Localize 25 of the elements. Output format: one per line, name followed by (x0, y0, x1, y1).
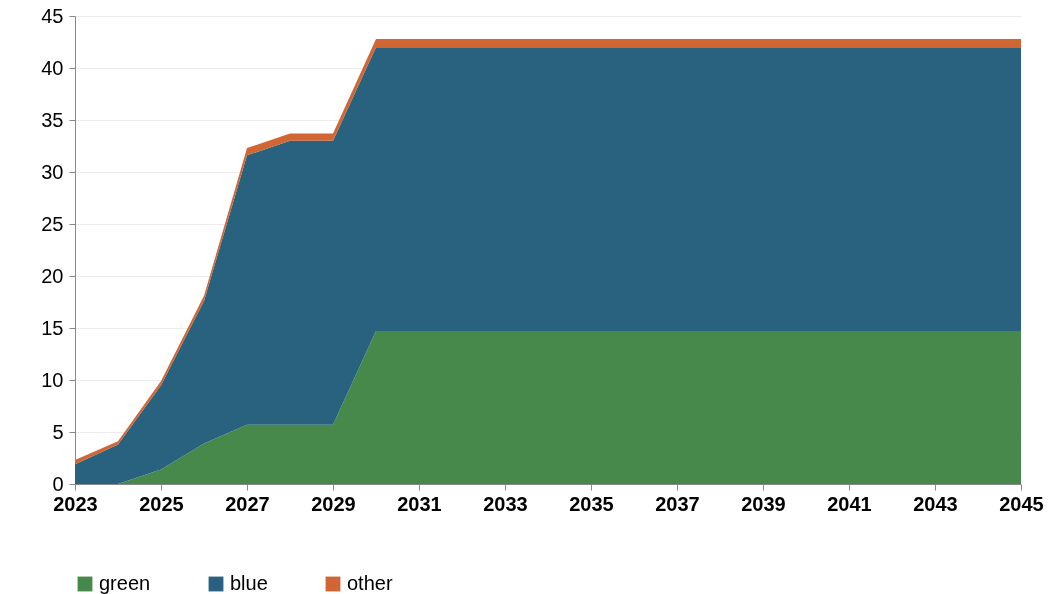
x-tick-label: 2033 (483, 492, 528, 515)
x-tick-label: 2029 (311, 492, 356, 515)
legend-label: other (347, 572, 393, 594)
y-tick-label: 25 (41, 212, 64, 235)
x-tick-label: 2027 (225, 492, 270, 515)
x-tick-label: 2045 (999, 492, 1044, 515)
x-tick-label: 2037 (655, 492, 700, 515)
x-tick-label: 2035 (569, 492, 614, 515)
x-tick-label: 2025 (139, 492, 184, 515)
y-tick-label: 10 (41, 368, 64, 391)
y-tick-label: 0 (52, 472, 64, 495)
legend-label: blue (230, 572, 268, 594)
x-tick-label: 2041 (827, 492, 872, 515)
y-tick-label: 5 (52, 420, 64, 443)
x-tick-label: 2039 (741, 492, 786, 515)
x-tick-label: 2043 (913, 492, 958, 515)
y-tick-label: 30 (41, 160, 64, 183)
y-tick-label: 40 (41, 56, 64, 79)
y-tick-label: 15 (41, 316, 64, 339)
x-tick-label: 2023 (53, 492, 98, 515)
y-tick-label: 45 (41, 4, 64, 27)
y-tick-label: 20 (41, 264, 64, 287)
legend-label: green (99, 572, 151, 594)
y-tick-label: 35 (41, 108, 64, 131)
x-tick-label: 2031 (397, 492, 442, 515)
